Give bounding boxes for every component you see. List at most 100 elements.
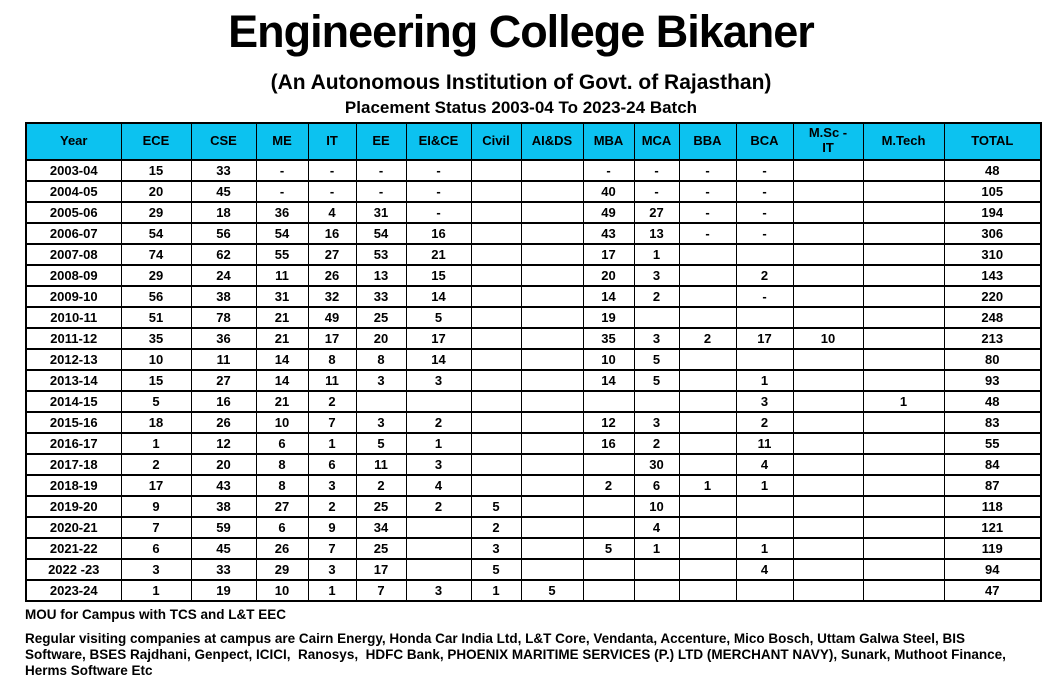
year-cell: 2005-06	[25, 200, 122, 224]
value-cell: 1	[633, 536, 680, 560]
value-cell: 33	[190, 557, 257, 581]
column-header: MBA	[582, 121, 635, 161]
value-cell	[633, 389, 680, 413]
value-cell	[582, 515, 635, 539]
value-cell: 5	[405, 305, 472, 329]
value-cell: 10	[255, 410, 309, 434]
placement-table: Year ECE CSE ME IT EE EI&CE Civil AI&DS MBA MCA BBA…	[25, 121, 1042, 602]
value-cell	[520, 242, 584, 266]
value-cell	[678, 410, 737, 434]
value-cell: 7	[355, 578, 407, 602]
value-cell: 55	[255, 242, 309, 266]
value-cell	[862, 578, 945, 602]
column-header: AI&DS	[520, 121, 584, 161]
year-cell: 2018-19	[25, 473, 122, 497]
value-cell	[678, 368, 737, 392]
value-cell: 5	[470, 557, 522, 581]
value-cell: 11	[307, 368, 357, 392]
value-cell: 14	[582, 368, 635, 392]
value-cell	[678, 578, 737, 602]
value-cell: 8	[255, 473, 309, 497]
value-cell: 16	[190, 389, 257, 413]
value-cell	[470, 326, 522, 350]
value-cell	[678, 284, 737, 308]
value-cell: 20	[582, 263, 635, 287]
value-cell: 2	[678, 326, 737, 350]
value-cell: 84	[943, 452, 1042, 476]
value-cell: 2	[735, 410, 794, 434]
value-cell: 1	[120, 578, 192, 602]
value-cell	[405, 389, 472, 413]
value-cell: 2	[405, 410, 472, 434]
column-header: EE	[355, 121, 407, 161]
value-cell	[862, 536, 945, 560]
value-cell: 56	[120, 284, 192, 308]
value-cell	[520, 368, 584, 392]
table-row: 2004-05 20 45- - - -40- - -105	[25, 179, 1042, 203]
year-cell: 2010-11	[25, 305, 122, 329]
value-cell: 27	[190, 368, 257, 392]
year-cell: 2014-15	[25, 389, 122, 413]
value-cell: 40	[582, 179, 635, 203]
value-cell	[582, 494, 635, 518]
footer-companies-note: Regular visiting companies at campus are…	[25, 630, 1010, 678]
table-row: 2003-04 15 33- - - - - - - -48	[25, 158, 1042, 182]
value-cell: 10	[633, 494, 680, 518]
value-cell: 10	[792, 326, 864, 350]
value-cell: 5	[633, 368, 680, 392]
table-row: 2019-20 9 38 27 2 25 2 5 10 118	[25, 494, 1042, 518]
value-cell: 55	[943, 431, 1042, 455]
table-body: 2003-04 15 33- - - - - - - -48 2004-05 20 45- - - -40- -…	[25, 158, 1042, 602]
value-cell	[862, 263, 945, 287]
table-row: 2005-06 29 18 36 4 31-49 27- -194	[25, 200, 1042, 224]
value-cell: 25	[355, 536, 407, 560]
value-cell	[792, 431, 864, 455]
column-header: BBA	[678, 121, 737, 161]
value-cell: 11	[735, 431, 794, 455]
value-cell: 17	[735, 326, 794, 350]
value-cell: 121	[943, 515, 1042, 539]
value-cell: 5	[582, 536, 635, 560]
value-cell: 31	[355, 200, 407, 224]
column-header: TOTAL	[943, 121, 1042, 161]
value-cell: -	[678, 221, 737, 245]
value-cell	[470, 431, 522, 455]
value-cell: 26	[190, 410, 257, 434]
value-cell: -	[405, 179, 472, 203]
table-row: 2023-24 1 19 10 1 7 3 1 5 47	[25, 578, 1042, 602]
value-cell: 306	[943, 221, 1042, 245]
page: Engineering College Bikaner (An Autonomo…	[0, 6, 1042, 700]
value-cell	[470, 473, 522, 497]
value-cell	[735, 578, 794, 602]
value-cell	[520, 515, 584, 539]
value-cell	[470, 389, 522, 413]
value-cell: 38	[190, 494, 257, 518]
column-header: IT	[307, 121, 357, 161]
value-cell: 14	[405, 347, 472, 371]
value-cell	[405, 557, 472, 581]
value-cell: 3	[633, 263, 680, 287]
value-cell: 43	[582, 221, 635, 245]
value-cell: 29	[120, 263, 192, 287]
value-cell	[470, 410, 522, 434]
value-cell	[470, 179, 522, 203]
value-cell: 2	[470, 515, 522, 539]
value-cell	[470, 452, 522, 476]
table-row: 2021-22 6 45 26 7 25 3 5 1 1 119	[25, 536, 1042, 560]
value-cell	[862, 410, 945, 434]
value-cell	[520, 410, 584, 434]
table-row: 2016-17 1 12 6 1 5 1 16 2 11 55	[25, 431, 1042, 455]
value-cell: 119	[943, 536, 1042, 560]
year-cell: 2021-22	[25, 536, 122, 560]
value-cell: 26	[255, 536, 309, 560]
value-cell: 93	[943, 368, 1042, 392]
value-cell	[678, 557, 737, 581]
value-cell	[582, 557, 635, 581]
value-cell: 3	[633, 410, 680, 434]
value-cell: 143	[943, 263, 1042, 287]
table-head: Year ECE CSE ME IT EE EI&CE Civil AI&DS MBA MCA BBA…	[25, 121, 1042, 161]
column-header: EI&CE	[405, 121, 472, 161]
value-cell	[862, 473, 945, 497]
value-cell: 32	[307, 284, 357, 308]
value-cell: 310	[943, 242, 1042, 266]
